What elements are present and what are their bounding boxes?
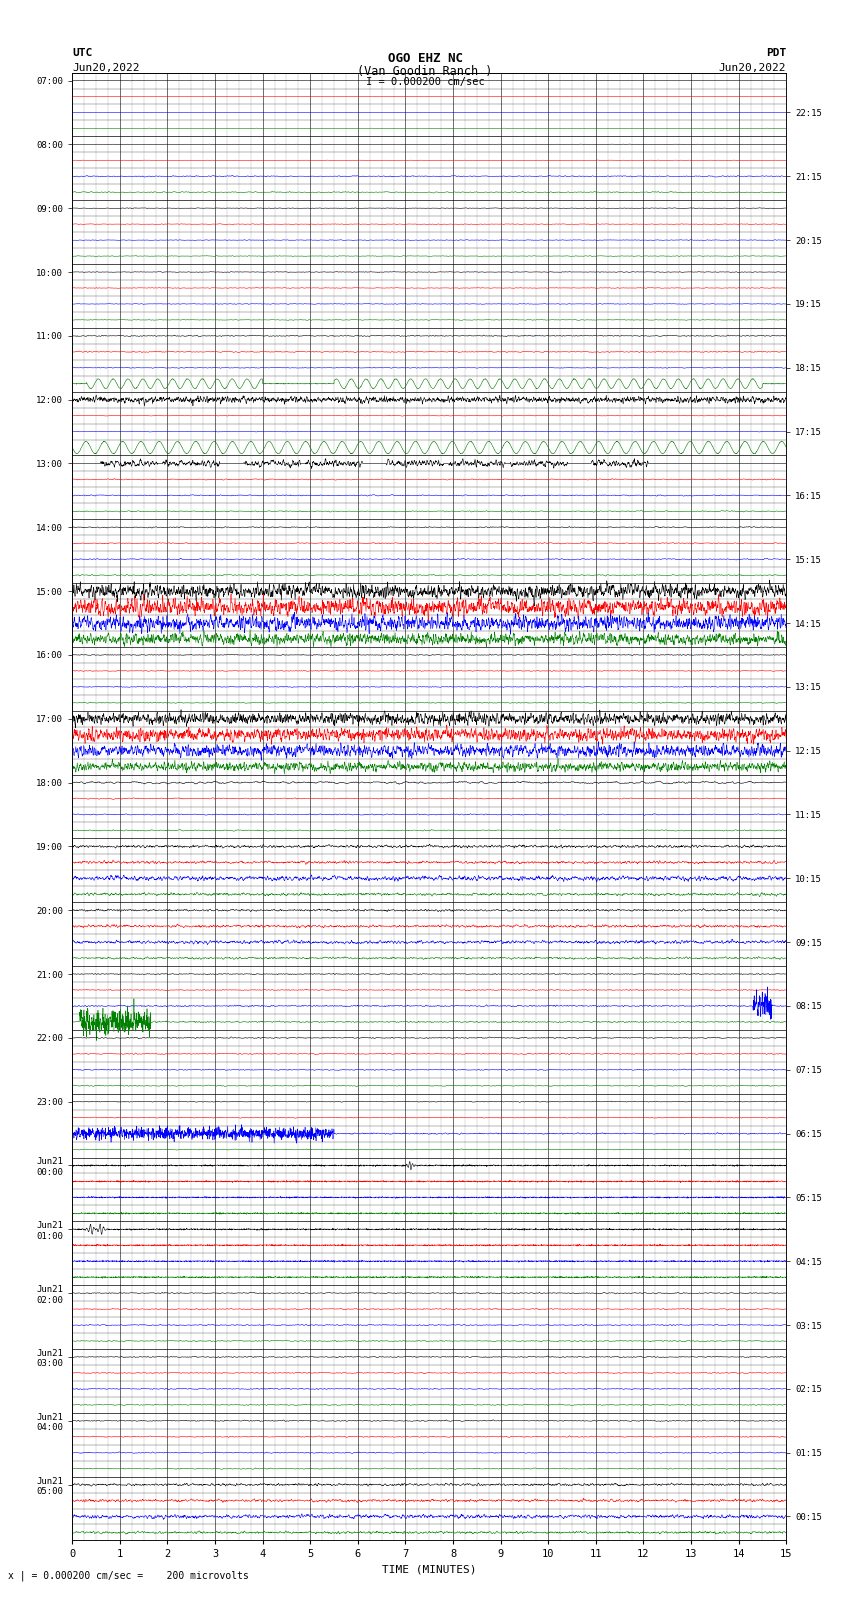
Text: x | = 0.000200 cm/sec =    200 microvolts: x | = 0.000200 cm/sec = 200 microvolts (8, 1569, 249, 1581)
X-axis label: TIME (MINUTES): TIME (MINUTES) (382, 1565, 477, 1574)
Text: I = 0.000200 cm/sec: I = 0.000200 cm/sec (366, 77, 484, 87)
Text: Jun20,2022: Jun20,2022 (719, 63, 786, 73)
Text: UTC: UTC (72, 48, 93, 58)
Text: Jun20,2022: Jun20,2022 (72, 63, 139, 73)
Text: OGO EHZ NC: OGO EHZ NC (388, 52, 462, 65)
Text: PDT: PDT (766, 48, 786, 58)
Text: (Van Goodin Ranch ): (Van Goodin Ranch ) (357, 65, 493, 77)
